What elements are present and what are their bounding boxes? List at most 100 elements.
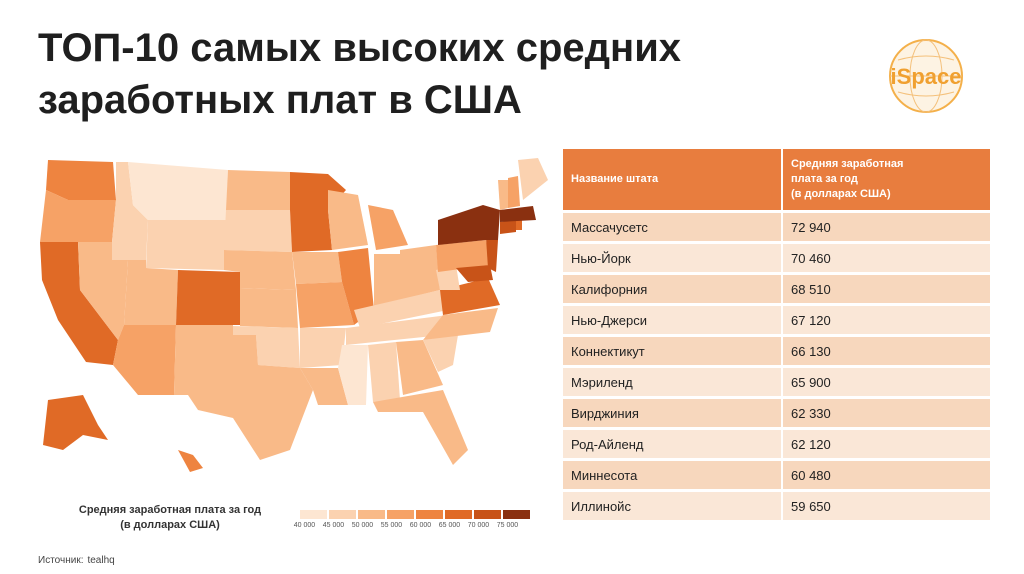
legend-swatch bbox=[445, 510, 472, 519]
table-row: Нью-Йорк 70 460 bbox=[563, 244, 990, 272]
table-row: Иллинойс 59 650 bbox=[563, 492, 990, 520]
state-alabama bbox=[368, 342, 400, 402]
state-north-carolina bbox=[423, 308, 498, 340]
legend-swatch bbox=[358, 510, 385, 519]
legend-color-scale bbox=[300, 510, 532, 519]
table-row: Калифорния 68 510 bbox=[563, 275, 990, 303]
legend-swatch bbox=[503, 510, 530, 519]
state-tennessee bbox=[346, 315, 448, 345]
state-new-hampshire bbox=[508, 176, 520, 208]
state-name-cell: Массачусетс bbox=[563, 213, 783, 241]
header-salary: Средняя заработная плата за год (в долла… bbox=[783, 149, 990, 210]
state-wisconsin bbox=[328, 190, 368, 250]
state-texas bbox=[188, 335, 313, 460]
legend-tick-label: 55 000 bbox=[380, 522, 403, 529]
state-vermont bbox=[498, 180, 508, 210]
table-row: Род-Айленд 62 120 bbox=[563, 430, 990, 458]
globe-logo-icon: iSpace bbox=[889, 39, 963, 113]
state-missouri bbox=[296, 282, 354, 328]
table-row: Массачусетс 72 940 bbox=[563, 213, 990, 241]
legend-swatch bbox=[300, 510, 327, 519]
state-new-york bbox=[438, 205, 500, 245]
legend-swatch bbox=[329, 510, 356, 519]
salary-cell: 60 480 bbox=[783, 461, 990, 489]
state-idaho bbox=[112, 162, 148, 260]
salary-cell: 62 120 bbox=[783, 430, 990, 458]
state-name-cell: Нью-Йорк bbox=[563, 244, 783, 272]
state-florida bbox=[373, 390, 468, 465]
table-row: Миннесота 60 480 bbox=[563, 461, 990, 489]
state-name-cell: Калифорния bbox=[563, 275, 783, 303]
source-value: tealhq bbox=[87, 555, 115, 566]
state-hawaii bbox=[178, 450, 203, 472]
legend-swatch bbox=[387, 510, 414, 519]
state-kentucky bbox=[354, 290, 448, 328]
header-salary-line-3: (в долларах США) bbox=[791, 188, 891, 200]
title-line-2: заработных плат в США bbox=[38, 78, 522, 122]
state-ohio bbox=[400, 245, 440, 300]
legend-title: Средняя заработная плата за год (в долла… bbox=[70, 503, 270, 533]
state-louisiana bbox=[300, 368, 348, 405]
legend-swatch bbox=[474, 510, 501, 519]
state-alaska bbox=[43, 395, 108, 450]
state-illinois bbox=[338, 248, 374, 325]
state-maine bbox=[518, 158, 548, 200]
state-nebraska bbox=[224, 250, 296, 290]
state-california bbox=[40, 242, 118, 365]
table-row: Мэриленд 65 900 bbox=[563, 368, 990, 396]
state-connecticut bbox=[500, 220, 516, 234]
state-utah bbox=[124, 260, 178, 325]
ispace-logo: iSpace bbox=[884, 34, 968, 118]
state-montana bbox=[128, 162, 228, 220]
salary-table: Название штата Средняя заработная плата … bbox=[563, 146, 990, 523]
title-line-1: ТОП-10 самых высоких средних bbox=[38, 26, 682, 70]
salary-cell: 59 650 bbox=[783, 492, 990, 520]
legend-tick-label: 70 000 bbox=[467, 522, 490, 529]
state-indiana bbox=[374, 254, 400, 310]
state-oklahoma bbox=[233, 326, 300, 368]
legend-title-line-2: (в долларах США) bbox=[120, 519, 220, 531]
legend-tick-label: 50 000 bbox=[351, 522, 374, 529]
salary-cell: 68 510 bbox=[783, 275, 990, 303]
state-michigan bbox=[368, 205, 408, 250]
table-row: Коннектикут 66 130 bbox=[563, 337, 990, 365]
state-oregon bbox=[40, 190, 116, 242]
state-nevada bbox=[78, 242, 128, 340]
state-name-cell: Вирджиния bbox=[563, 399, 783, 427]
legend-ticks: 40 000 45 000 50 000 55 000 60 000 65 000 70 0… bbox=[290, 522, 522, 529]
salary-cell: 70 460 bbox=[783, 244, 990, 272]
state-name-cell: Миннесота bbox=[563, 461, 783, 489]
state-south-dakota bbox=[224, 210, 292, 252]
legend-tick-label: 65 000 bbox=[438, 522, 461, 529]
state-name-cell: Коннектикут bbox=[563, 337, 783, 365]
header-salary-line-1: Средняя заработная bbox=[791, 158, 904, 170]
state-massachusetts bbox=[500, 206, 536, 222]
us-states-map bbox=[40, 158, 548, 472]
state-kansas bbox=[240, 288, 298, 328]
table-header-row: Название штата Средняя заработная плата … bbox=[563, 149, 990, 210]
state-north-dakota bbox=[226, 170, 290, 210]
salary-cell: 65 900 bbox=[783, 368, 990, 396]
salary-cell: 66 130 bbox=[783, 337, 990, 365]
legend-tick-label: 75 000 bbox=[496, 522, 519, 529]
salary-cell: 62 330 bbox=[783, 399, 990, 427]
state-arizona bbox=[113, 325, 176, 395]
state-rhode-island bbox=[516, 220, 522, 230]
header-state-name: Название штата bbox=[563, 149, 783, 210]
state-south-carolina bbox=[423, 335, 458, 372]
logo-text: iSpace bbox=[891, 64, 962, 89]
salary-cell: 72 940 bbox=[783, 213, 990, 241]
legend-tick-label: 60 000 bbox=[409, 522, 432, 529]
state-name-cell: Мэриленд bbox=[563, 368, 783, 396]
legend-title-line-1: Средняя заработная плата за год bbox=[78, 504, 262, 516]
state-name-cell: Род-Айленд bbox=[563, 430, 783, 458]
state-name-cell: Иллинойс bbox=[563, 492, 783, 520]
legend-swatch bbox=[416, 510, 443, 519]
header-salary-line-2: плата за год bbox=[791, 173, 858, 185]
state-iowa bbox=[292, 252, 342, 284]
state-arkansas bbox=[300, 328, 346, 368]
table-row: Вирджиния 62 330 bbox=[563, 399, 990, 427]
state-mississippi bbox=[338, 345, 368, 405]
source-label: Источник: bbox=[38, 555, 84, 566]
state-pennsylvania bbox=[436, 240, 490, 272]
